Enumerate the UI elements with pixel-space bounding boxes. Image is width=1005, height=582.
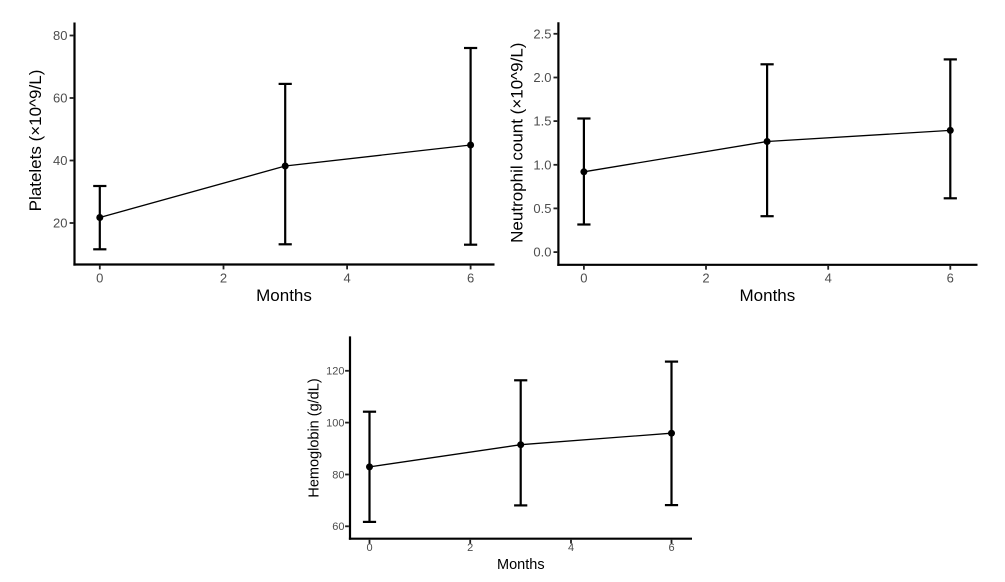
svg-text:Months: Months bbox=[256, 286, 312, 305]
svg-text:6: 6 bbox=[668, 542, 674, 554]
svg-text:2: 2 bbox=[220, 271, 227, 286]
svg-text:2: 2 bbox=[702, 271, 709, 286]
svg-text:120: 120 bbox=[326, 366, 344, 378]
svg-text:60: 60 bbox=[332, 521, 344, 533]
svg-text:0.0: 0.0 bbox=[533, 245, 551, 260]
svg-text:4: 4 bbox=[568, 542, 574, 554]
svg-text:2: 2 bbox=[467, 542, 473, 554]
svg-text:4: 4 bbox=[343, 271, 350, 286]
svg-text:80: 80 bbox=[332, 469, 344, 481]
svg-text:0.5: 0.5 bbox=[533, 201, 551, 216]
svg-text:0: 0 bbox=[580, 271, 587, 286]
svg-text:2.0: 2.0 bbox=[533, 70, 551, 85]
svg-text:6: 6 bbox=[947, 271, 954, 286]
svg-text:1.5: 1.5 bbox=[533, 114, 551, 129]
svg-text:4: 4 bbox=[825, 271, 832, 286]
svg-text:20: 20 bbox=[53, 216, 67, 231]
svg-text:6: 6 bbox=[467, 271, 474, 286]
svg-text:Neutrophil count (×10^9/L): Neutrophil count (×10^9/L) bbox=[508, 43, 527, 243]
svg-text:40: 40 bbox=[53, 153, 67, 168]
svg-text:Platelets (×10^9/L): Platelets (×10^9/L) bbox=[26, 70, 45, 212]
svg-text:2.5: 2.5 bbox=[533, 26, 551, 41]
svg-text:Months: Months bbox=[497, 557, 545, 573]
svg-text:0: 0 bbox=[96, 271, 103, 286]
svg-text:1.0: 1.0 bbox=[533, 157, 551, 172]
svg-text:Hemoglobin (g/dL): Hemoglobin (g/dL) bbox=[307, 378, 323, 497]
svg-text:60: 60 bbox=[53, 91, 67, 106]
svg-text:80: 80 bbox=[53, 28, 67, 43]
svg-text:Months: Months bbox=[740, 286, 796, 305]
svg-text:100: 100 bbox=[326, 418, 344, 430]
svg-text:0: 0 bbox=[366, 542, 372, 554]
